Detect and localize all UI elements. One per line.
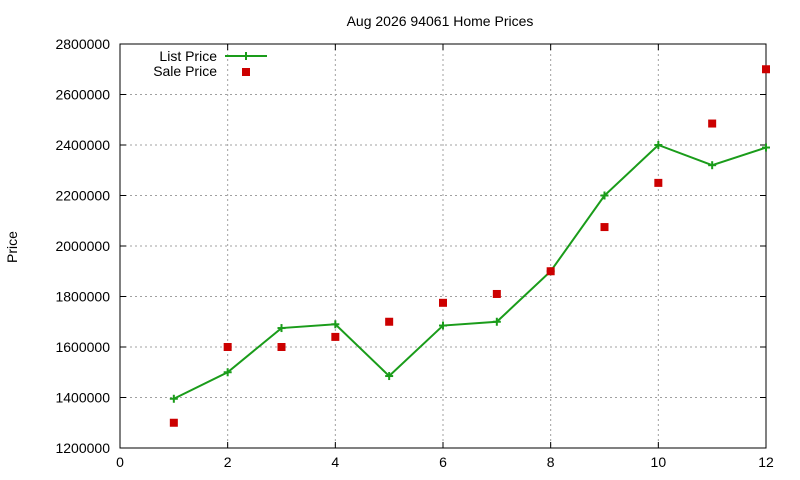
sale-price-point <box>385 317 394 326</box>
list-price-point <box>654 141 663 149</box>
x-tick-label: 6 <box>439 454 447 470</box>
list-price-point <box>223 368 232 377</box>
y-tick-label: 2000000 <box>55 238 110 254</box>
axes: 0 2 4 6 8 10 12 1200000 1400000 1600000 1800000 200… <box>55 36 774 470</box>
y-tick-label: 2600000 <box>55 87 110 103</box>
x-tick-label: 4 <box>331 454 339 470</box>
series-list-price <box>169 141 770 403</box>
list-price-point <box>277 324 286 333</box>
list-price-point <box>169 394 178 403</box>
sale-price-point <box>492 289 501 298</box>
y-tick-label: 2400000 <box>55 137 110 153</box>
y-tick-label: 1600000 <box>55 339 110 355</box>
legend-label: List Price <box>159 48 217 64</box>
list-price-point <box>439 321 447 330</box>
chart-title: Aug 2026 94061 Home Prices <box>347 13 534 29</box>
x-tick-label: 12 <box>758 454 774 470</box>
list-price-point <box>331 320 340 329</box>
y-axis-label: Price <box>4 231 20 263</box>
list-price-point <box>385 372 394 381</box>
sale-price-point <box>654 178 663 187</box>
sale-price-point <box>546 267 555 276</box>
grid-lines <box>120 44 766 448</box>
legend-label: Sale Price <box>153 63 217 79</box>
list-price-point <box>708 161 717 170</box>
x-tick-label: 0 <box>116 454 124 470</box>
legend-square-marker <box>242 68 250 76</box>
y-tick-label: 2200000 <box>55 188 110 204</box>
list-price-point <box>492 317 501 326</box>
sale-price-point <box>439 298 447 307</box>
x-tick-label: 2 <box>224 454 232 470</box>
sale-price-point <box>600 223 609 232</box>
sale-price-point <box>169 418 178 427</box>
y-tick-label: 1200000 <box>55 440 110 456</box>
y-tick-label: 1800000 <box>55 289 110 305</box>
x-tick-label: 10 <box>651 454 667 470</box>
list-price-point <box>762 143 770 152</box>
legend-plus-marker <box>242 52 250 60</box>
series-layer <box>169 65 770 427</box>
list-price-line <box>173 143 767 400</box>
sale-price-point <box>331 332 340 341</box>
list-price-point <box>600 191 609 200</box>
y-tick-label: 2800000 <box>55 36 110 52</box>
sale-price-point <box>277 343 286 351</box>
x-tick-label: 8 <box>547 454 555 470</box>
sale-price-point <box>223 343 232 351</box>
series-sale-price <box>169 65 770 427</box>
y-tick-label: 1400000 <box>55 390 110 406</box>
sale-price-point <box>762 65 770 74</box>
plot-border <box>119 43 767 449</box>
sale-price-point <box>708 119 717 128</box>
